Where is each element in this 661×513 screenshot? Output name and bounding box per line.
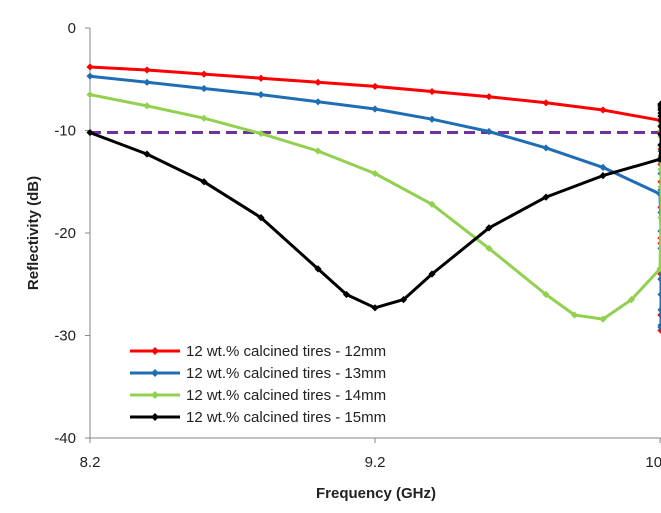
data-point (314, 265, 322, 273)
data-point (257, 214, 265, 222)
data-point (657, 275, 661, 283)
series-line (89, 93, 661, 321)
y-ticks: 0 -10 -20 -30 -40 (54, 20, 90, 447)
y-tick-label: -40 (54, 430, 76, 447)
data-point (542, 144, 550, 152)
x-axis-title: Frequency (GHz) (316, 485, 436, 502)
data-point (657, 141, 661, 149)
data-point (542, 99, 550, 107)
data-point (143, 150, 151, 158)
data-point (200, 84, 208, 93)
data-point (485, 127, 493, 136)
data-point (86, 128, 94, 137)
y-tick-label: -30 (54, 328, 76, 345)
data-point (657, 165, 661, 174)
series-line (89, 74, 661, 329)
data-point (485, 224, 493, 232)
x-ticks: 8.29.210.211.212.2 (80, 438, 661, 471)
series-line (89, 65, 661, 332)
data-point (657, 214, 661, 222)
legend-swatch-marker (151, 391, 159, 399)
legend-swatch-marker (151, 369, 159, 377)
data-point (314, 147, 322, 155)
data-point (627, 296, 636, 304)
legend: 12 wt.% calcined tires - 12mm 12 wt.% cal… (130, 343, 386, 426)
x-tick-label: 8.2 (80, 454, 101, 471)
plot-area: 0-10-20-30-40 8.29.210.211.212.2 (54, 20, 661, 471)
x-tick-label: 10.2 (645, 454, 661, 471)
data-point (657, 306, 661, 314)
data-point (257, 91, 265, 99)
data-point (200, 114, 208, 122)
legend-item: 12 wt.% calcined tires - 14mm (130, 387, 386, 404)
y-axis-title: Reflectivity (dB) (25, 176, 42, 290)
data-point (542, 290, 550, 299)
series-1 (86, 63, 661, 334)
series-group (86, 63, 661, 334)
data-point (86, 72, 94, 80)
data-point (200, 70, 208, 78)
data-point (342, 290, 351, 299)
data-point (371, 105, 379, 113)
legend-item: 12 wt.% calcined tires - 12mm (130, 343, 386, 360)
series-4 (86, 100, 661, 312)
data-point (257, 74, 265, 82)
data-point (143, 78, 151, 86)
data-point (257, 129, 265, 138)
data-point (542, 193, 550, 201)
data-point (86, 91, 94, 99)
data-point (200, 178, 208, 186)
legend-label: 12 wt.% calcined tires - 14mm (186, 387, 386, 404)
legend-item: 12 wt.% calcined tires - 13mm (130, 365, 386, 382)
data-point (485, 93, 493, 101)
series-line (89, 103, 661, 310)
data-point (599, 106, 607, 114)
legend-label: 12 wt.% calcined tires - 13mm (186, 365, 386, 382)
y-tick-label: 0 (68, 20, 76, 37)
data-point (143, 102, 151, 110)
data-point (657, 183, 661, 191)
data-point (599, 172, 607, 180)
data-point (428, 200, 436, 208)
data-point (86, 63, 94, 71)
data-point (657, 321, 661, 329)
data-point (314, 98, 322, 106)
data-point (657, 131, 661, 139)
data-point (485, 244, 493, 252)
data-point (428, 87, 436, 96)
data-point (428, 270, 436, 278)
data-point (371, 169, 379, 178)
legend-label: 12 wt.% calcined tires - 12mm (186, 343, 386, 360)
legend-swatch-marker (151, 347, 159, 355)
data-point (570, 311, 579, 319)
data-point (657, 122, 661, 130)
legend-item: 12 wt.% calcined tires - 15mm (130, 409, 386, 426)
data-point (143, 66, 151, 74)
data-point (657, 290, 661, 299)
legend-label: 12 wt.% calcined tires - 15mm (186, 409, 386, 426)
y-tick-label: -10 (54, 123, 76, 140)
y-tick-label: -20 (54, 225, 76, 242)
data-point (428, 115, 436, 123)
data-point (371, 82, 379, 91)
series-3 (86, 91, 661, 323)
data-point (399, 296, 408, 304)
data-point (656, 265, 661, 273)
data-point (314, 78, 322, 86)
data-point (657, 100, 661, 108)
data-point (599, 315, 607, 323)
x-tick-label: 9.2 (365, 454, 386, 471)
data-point (371, 304, 379, 312)
data-point (656, 155, 661, 163)
data-point (599, 163, 607, 171)
legend-swatch-marker (151, 413, 159, 421)
